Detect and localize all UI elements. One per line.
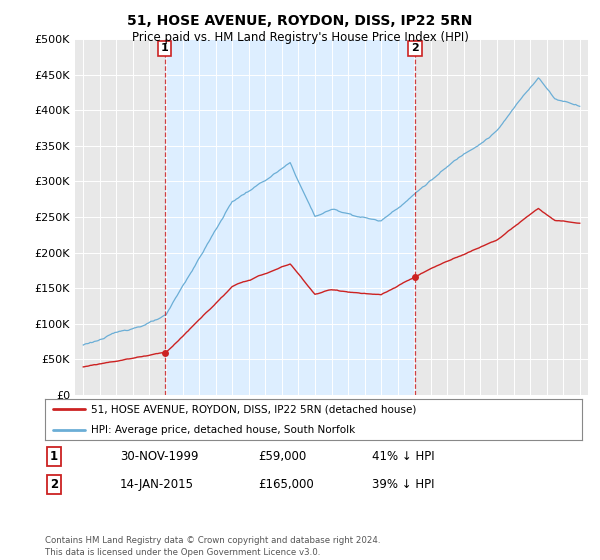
Text: Price paid vs. HM Land Registry's House Price Index (HPI): Price paid vs. HM Land Registry's House … [131,31,469,44]
Text: 2: 2 [411,44,419,53]
Text: £59,000: £59,000 [258,450,306,463]
Text: 51, HOSE AVENUE, ROYDON, DISS, IP22 5RN (detached house): 51, HOSE AVENUE, ROYDON, DISS, IP22 5RN … [91,404,416,414]
Text: Contains HM Land Registry data © Crown copyright and database right 2024.
This d: Contains HM Land Registry data © Crown c… [45,536,380,557]
Text: 41% ↓ HPI: 41% ↓ HPI [372,450,434,463]
Bar [164,39,415,395]
Text: 30-NOV-1999: 30-NOV-1999 [120,450,199,463]
Text: 51, HOSE AVENUE, ROYDON, DISS, IP22 5RN: 51, HOSE AVENUE, ROYDON, DISS, IP22 5RN [127,14,473,28]
Text: 39% ↓ HPI: 39% ↓ HPI [372,478,434,491]
Text: £165,000: £165,000 [258,478,314,491]
Text: 14-JAN-2015: 14-JAN-2015 [120,478,194,491]
Text: 2: 2 [50,478,58,491]
Text: 1: 1 [161,44,169,53]
Text: HPI: Average price, detached house, South Norfolk: HPI: Average price, detached house, Sout… [91,424,355,435]
Text: 1: 1 [50,450,58,463]
